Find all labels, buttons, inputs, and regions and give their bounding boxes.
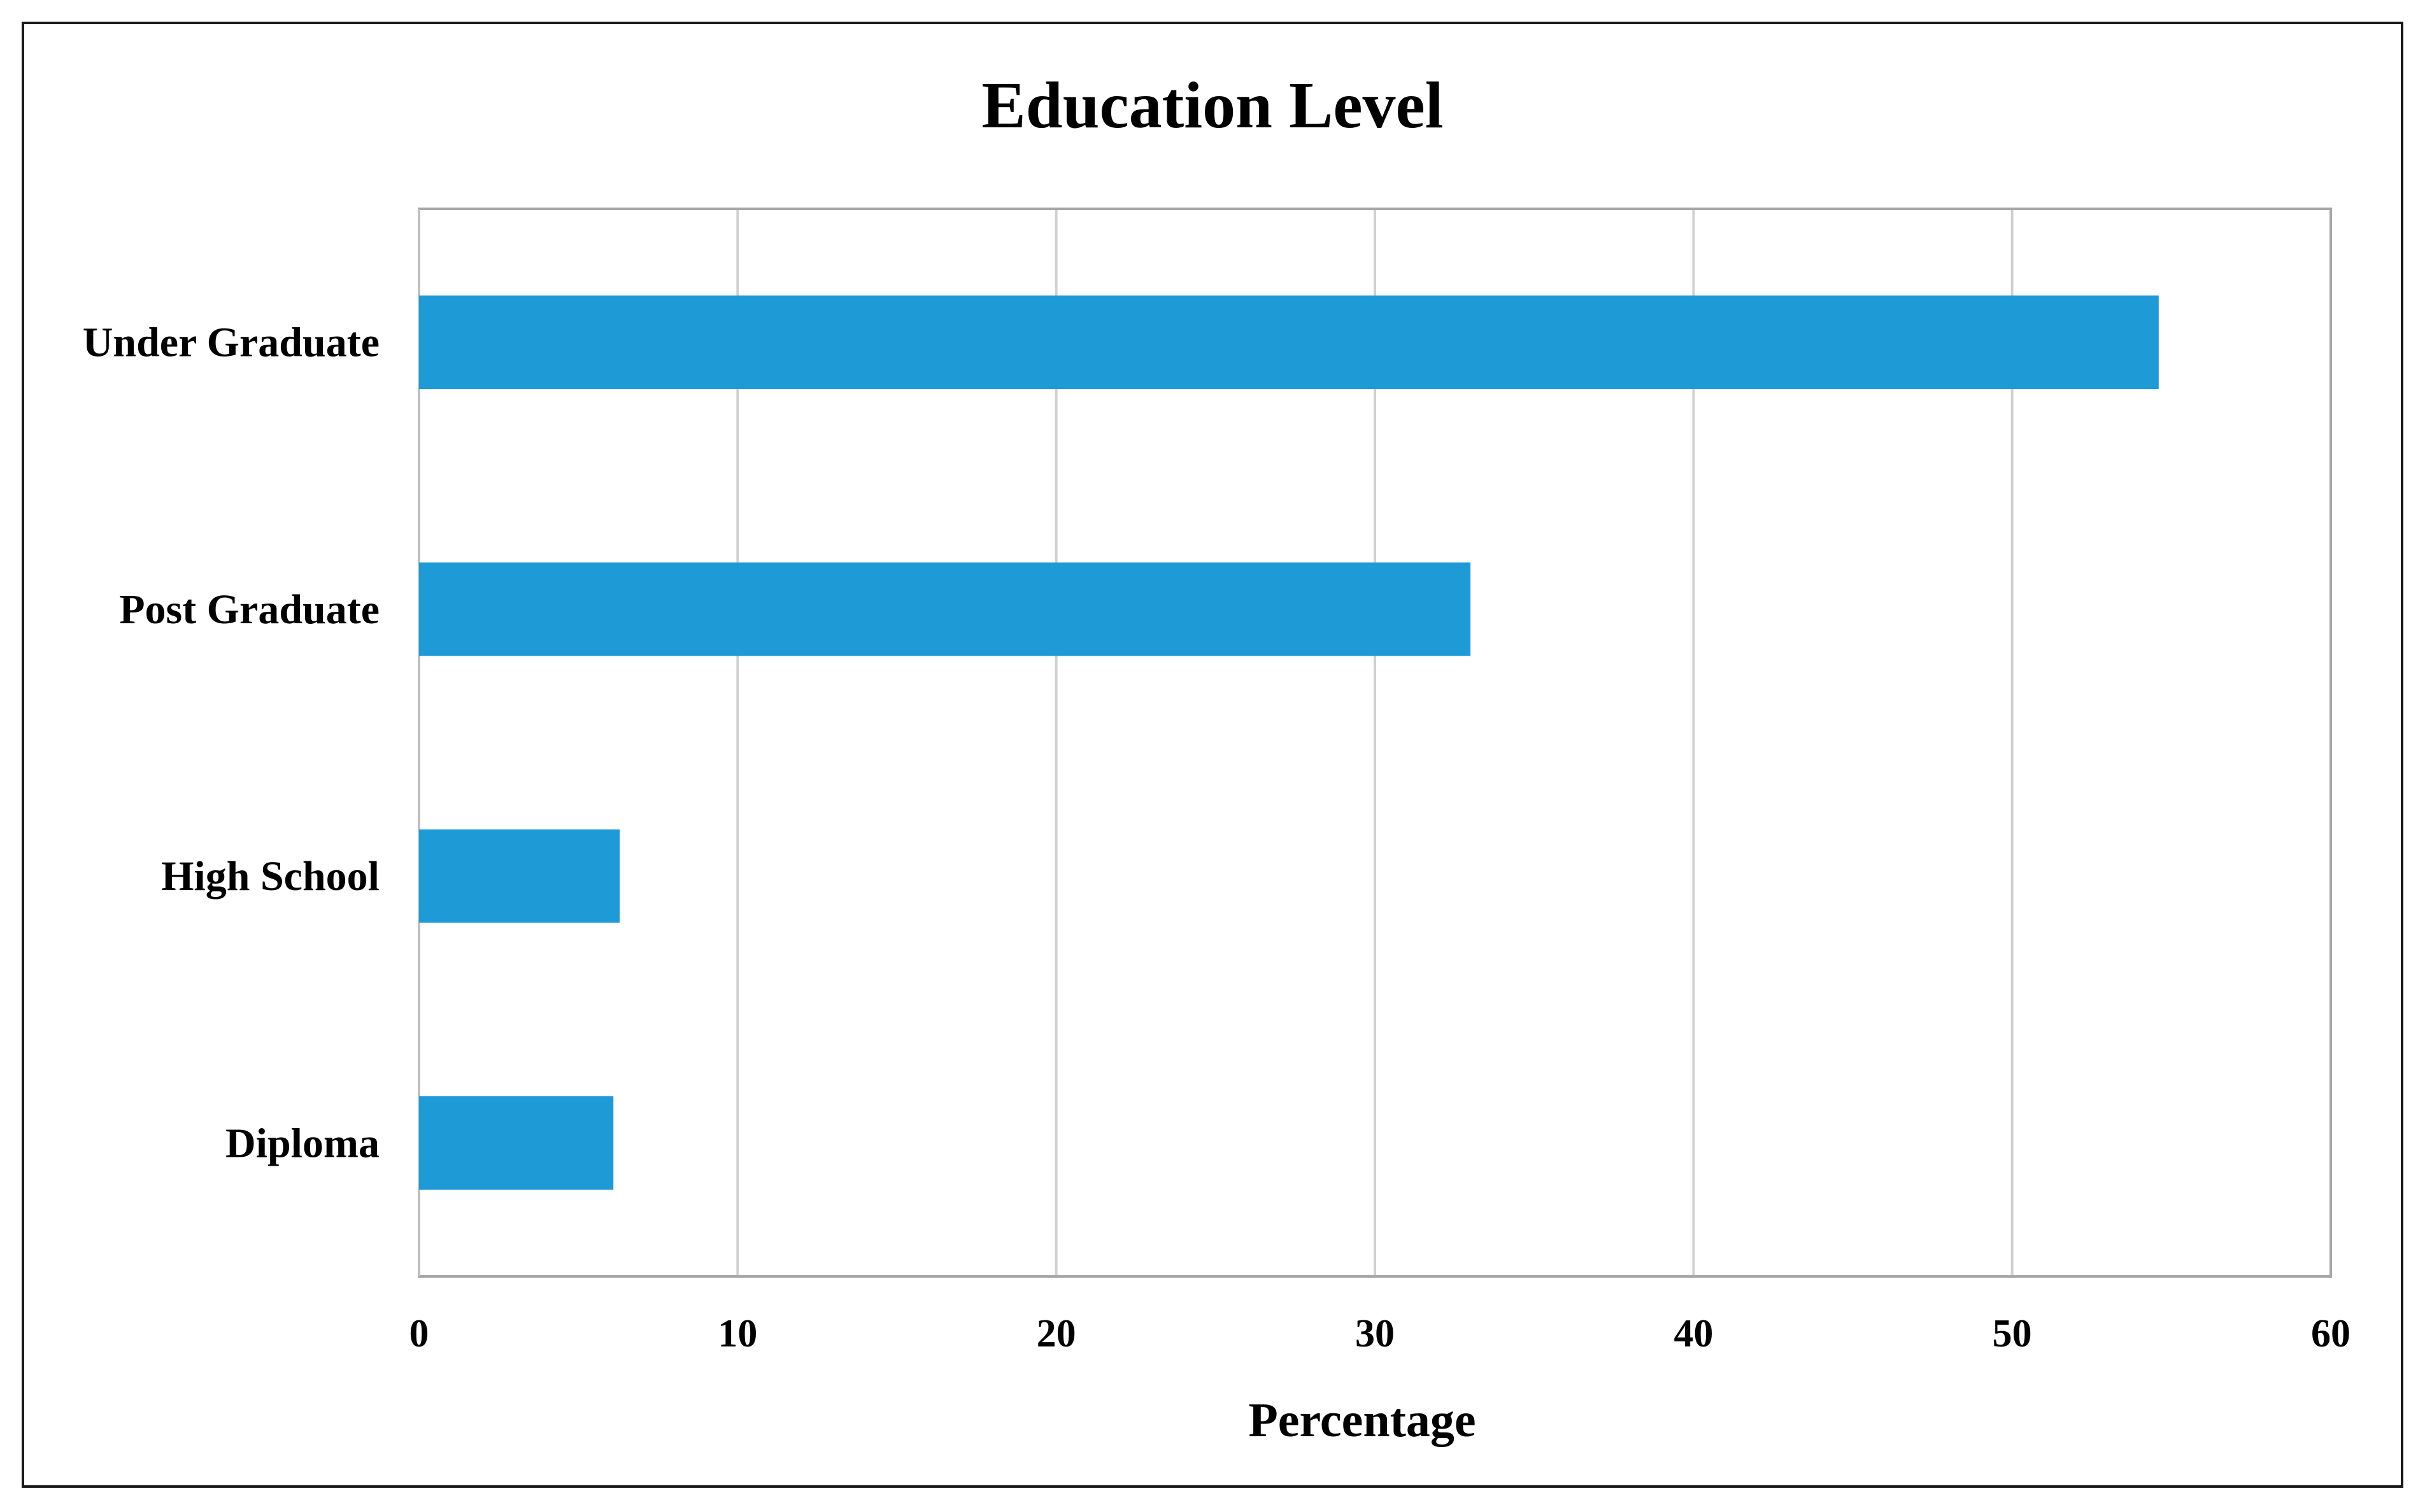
chart-title: Education Level	[981, 69, 1443, 142]
plot-area: 0 10 20 30 40 50 60 Under Graduate Post Graduate…	[83, 208, 2350, 1355]
x-tick-label: 0	[409, 1312, 429, 1355]
bar	[419, 1096, 614, 1190]
x-tick-label: 30	[1355, 1312, 1395, 1355]
bar	[419, 562, 1471, 656]
x-tick-label: 50	[1993, 1312, 2032, 1355]
x-axis-title: Percentage	[1248, 1394, 1476, 1447]
bar	[419, 829, 620, 923]
category-label: Diploma	[225, 1120, 380, 1166]
x-tick-label: 60	[2311, 1312, 2350, 1355]
x-tick-label: 20	[1037, 1312, 1076, 1355]
category-label: Post Graduate	[119, 586, 380, 633]
bar	[419, 295, 2159, 389]
x-tick-label: 10	[718, 1312, 757, 1355]
category-label: Under Graduate	[83, 320, 380, 366]
x-tick-label: 40	[1674, 1312, 1713, 1355]
category-label: High School	[161, 853, 380, 900]
